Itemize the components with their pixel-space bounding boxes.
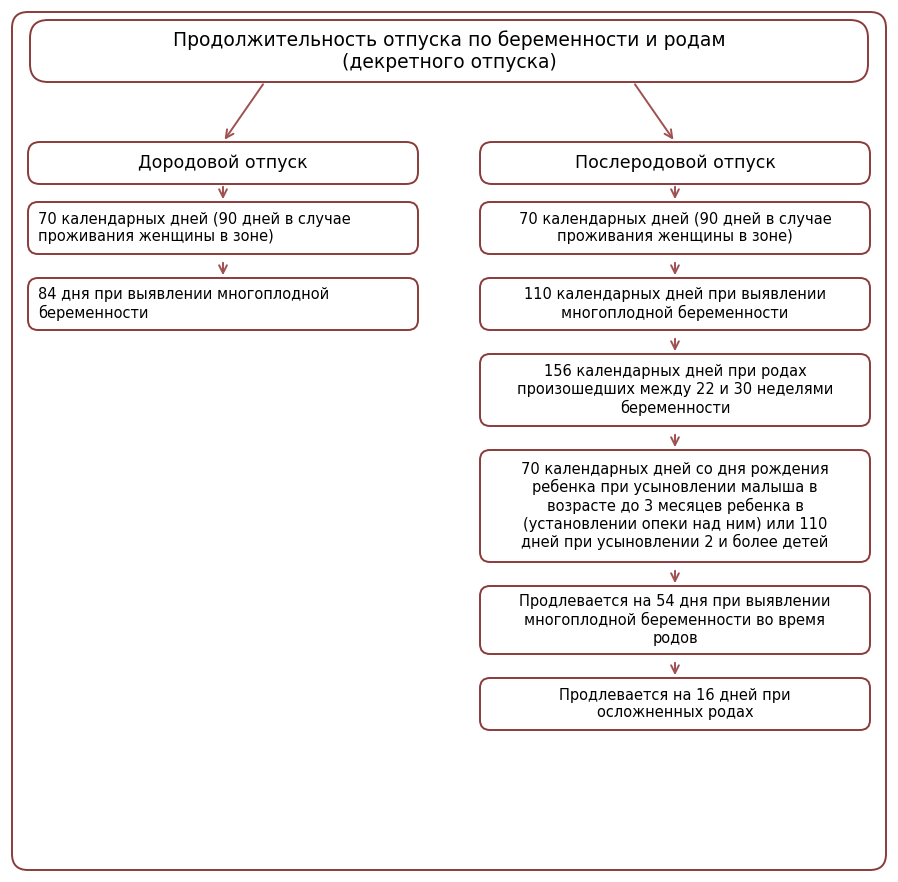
FancyBboxPatch shape [12, 12, 886, 870]
Text: Послеродовой отпуск: Послеродовой отпуск [575, 154, 776, 172]
FancyBboxPatch shape [28, 278, 418, 330]
Text: 84 дня при выявлении многоплодной
беременности: 84 дня при выявлении многоплодной береме… [38, 288, 330, 321]
FancyBboxPatch shape [480, 450, 870, 562]
FancyBboxPatch shape [480, 354, 870, 426]
Text: 110 календарных дней при выявлении
многоплодной беременности: 110 календарных дней при выявлении много… [524, 288, 826, 321]
Text: Продлевается на 16 дней при
осложненных родах: Продлевается на 16 дней при осложненных … [559, 688, 791, 721]
FancyBboxPatch shape [480, 678, 870, 730]
FancyBboxPatch shape [480, 142, 870, 184]
Text: Продолжительность отпуска по беременности и родам
(декретного отпуска): Продолжительность отпуска по беременност… [172, 30, 726, 71]
Text: Продлевается на 54 дня при выявлении
многоплодной беременности во время
родов: Продлевается на 54 дня при выявлении мно… [519, 594, 831, 646]
Text: Дородовой отпуск: Дородовой отпуск [138, 154, 308, 172]
FancyBboxPatch shape [480, 202, 870, 254]
FancyBboxPatch shape [28, 142, 418, 184]
Text: 70 календарных дней (90 дней в случае
проживания женщины в зоне): 70 календарных дней (90 дней в случае пр… [519, 212, 832, 244]
FancyBboxPatch shape [480, 278, 870, 330]
FancyBboxPatch shape [28, 202, 418, 254]
FancyBboxPatch shape [480, 586, 870, 654]
Text: 156 календарных дней при родах
произошедших между 22 и 30 неделями
беременности: 156 календарных дней при родах произошед… [517, 364, 833, 415]
FancyBboxPatch shape [30, 20, 868, 82]
Text: 70 календарных дней (90 дней в случае
проживания женщины в зоне): 70 календарных дней (90 дней в случае пр… [38, 212, 351, 244]
Text: 70 календарных дней со дня рождения
ребенка при усыновлении малыша в
возрасте до: 70 календарных дней со дня рождения ребе… [521, 461, 829, 550]
